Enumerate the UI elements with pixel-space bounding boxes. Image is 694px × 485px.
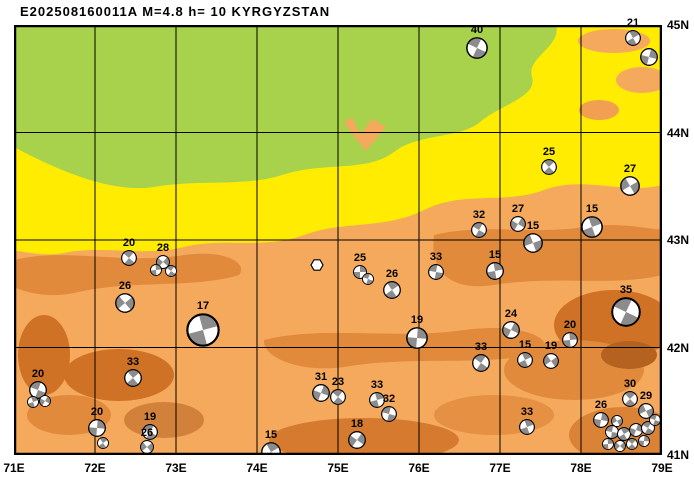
event-depth-label: 28: [156, 241, 170, 254]
lon-axis-label: 77E: [489, 461, 511, 475]
event-depth-label: 24: [504, 307, 518, 320]
lon-axis-label: 76E: [408, 461, 430, 475]
event-depth-label: 15: [585, 202, 599, 215]
event-depth-label: 15: [488, 248, 502, 261]
event-depth-label: 35: [619, 283, 633, 296]
event-depth-label: 33: [474, 340, 488, 353]
event-depth-label: 19: [544, 339, 558, 352]
event-depth-label: 33: [126, 355, 140, 368]
map-title: E202508160011A M=4.8 h= 10 KYRGYZSTAN: [20, 4, 331, 19]
event-depth-label: 26: [118, 279, 132, 292]
event-depth-label: 32: [382, 392, 396, 405]
event-depth-label: 27: [623, 162, 637, 175]
event-depth-label: 18: [350, 417, 364, 430]
event-depth-label: 20: [31, 367, 45, 380]
lon-axis-label: 79E: [651, 461, 673, 475]
lon-axis-label: 73E: [165, 461, 187, 475]
event-depth-label: 19: [143, 410, 157, 423]
event-depth-label: 23: [331, 375, 345, 388]
lat-axis-label: 44N: [667, 125, 690, 140]
event-label-layer: 40 21 25 27 15 32 27 15 33 15 20 28 25 26 26 17 35 19 24 20…: [14, 17, 662, 455]
event-depth-label: 17: [196, 299, 210, 312]
lat-axis-label: 41N: [667, 448, 690, 462]
event-depth-label: 33: [429, 250, 443, 263]
event-depth-label: 33: [520, 405, 534, 418]
lon-axis-label: 72E: [84, 461, 106, 475]
event-depth-label: 32: [472, 208, 486, 221]
event-depth-label: 27: [511, 202, 525, 215]
event-depth-label: 31: [314, 370, 328, 383]
lon-axis-label: 75E: [327, 461, 349, 475]
lat-axis-label: 42N: [667, 340, 690, 355]
event-depth-label: 15: [518, 338, 532, 351]
event-depth-label: 26: [594, 398, 608, 411]
event-depth-label: 21: [626, 16, 640, 29]
event-depth-label: 25: [542, 145, 556, 158]
event-depth-label: 20: [563, 318, 577, 331]
event-depth-label: 29: [639, 389, 653, 402]
event-depth-label: 15: [264, 428, 278, 441]
lat-axis-label: 43N: [667, 233, 690, 247]
event-depth-label: 15: [526, 219, 540, 232]
event-depth-label: 40: [470, 23, 484, 36]
lon-axis-label: 71E: [3, 461, 25, 475]
event-depth-label: 20: [90, 405, 104, 418]
map-area: 40 21 25 27 15 32 27 15 33 15 20 28 25 26 26 17 35 19 24 20…: [14, 17, 662, 455]
lon-axis-label: 74E: [246, 461, 268, 475]
event-depth-label: 26: [385, 267, 399, 280]
lat-axis-label: 45N: [667, 18, 690, 32]
event-depth-label: 25: [353, 251, 367, 264]
event-depth-label: 19: [410, 313, 424, 326]
lon-axis-label: 78E: [570, 461, 592, 475]
event-depth-label: 20: [122, 236, 136, 249]
event-depth-label: 30: [623, 377, 637, 390]
event-depth-label: 33: [370, 378, 384, 391]
event-depth-label: 26: [140, 426, 154, 439]
